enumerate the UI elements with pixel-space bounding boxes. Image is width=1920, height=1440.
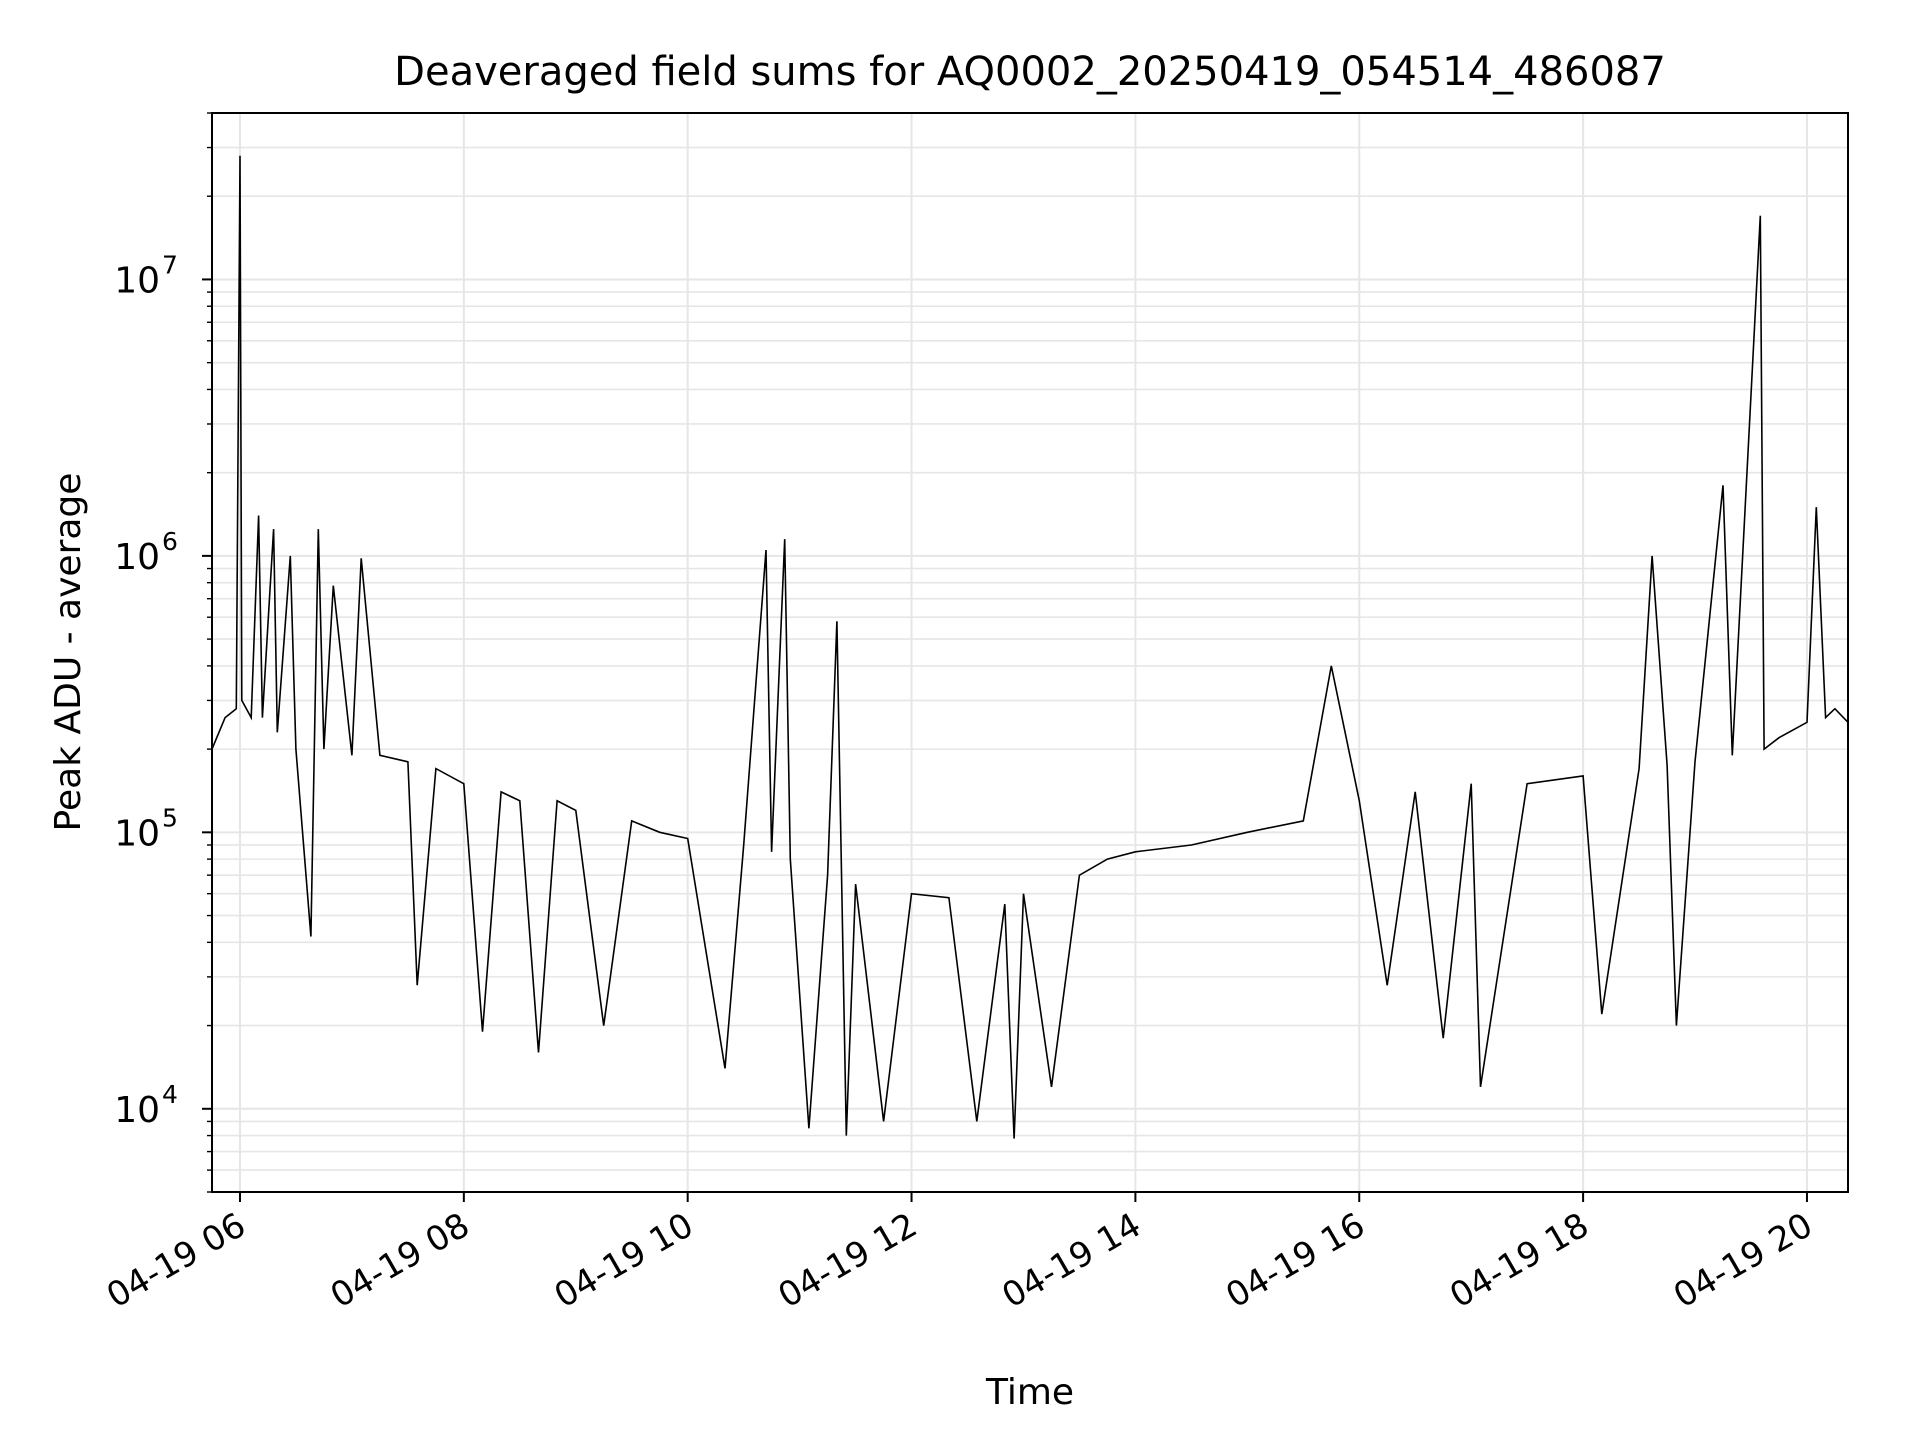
series-line [211, 155, 1849, 1139]
y-tick-label: 10 [114, 1090, 160, 1131]
plot-line-layer [211, 155, 1849, 1139]
x-axis-label: Time [985, 1372, 1074, 1413]
y-tick-label: 10 [114, 260, 160, 301]
y-axis-label: Peak ADU - average [48, 473, 89, 832]
plot-frame [211, 112, 1849, 1193]
y-tick-label-exponent: 7 [162, 250, 178, 279]
y-tick-label-exponent: 6 [162, 527, 178, 556]
y-tick-label-exponent: 5 [162, 803, 178, 832]
y-tick-label: 10 [114, 813, 160, 854]
chart-title: Deaveraged field sums for AQ0002_2025041… [394, 49, 1666, 95]
grid [212, 112, 1848, 1193]
y-tick-label-exponent: 4 [162, 1080, 178, 1109]
y-tick-label: 10 [114, 537, 160, 578]
